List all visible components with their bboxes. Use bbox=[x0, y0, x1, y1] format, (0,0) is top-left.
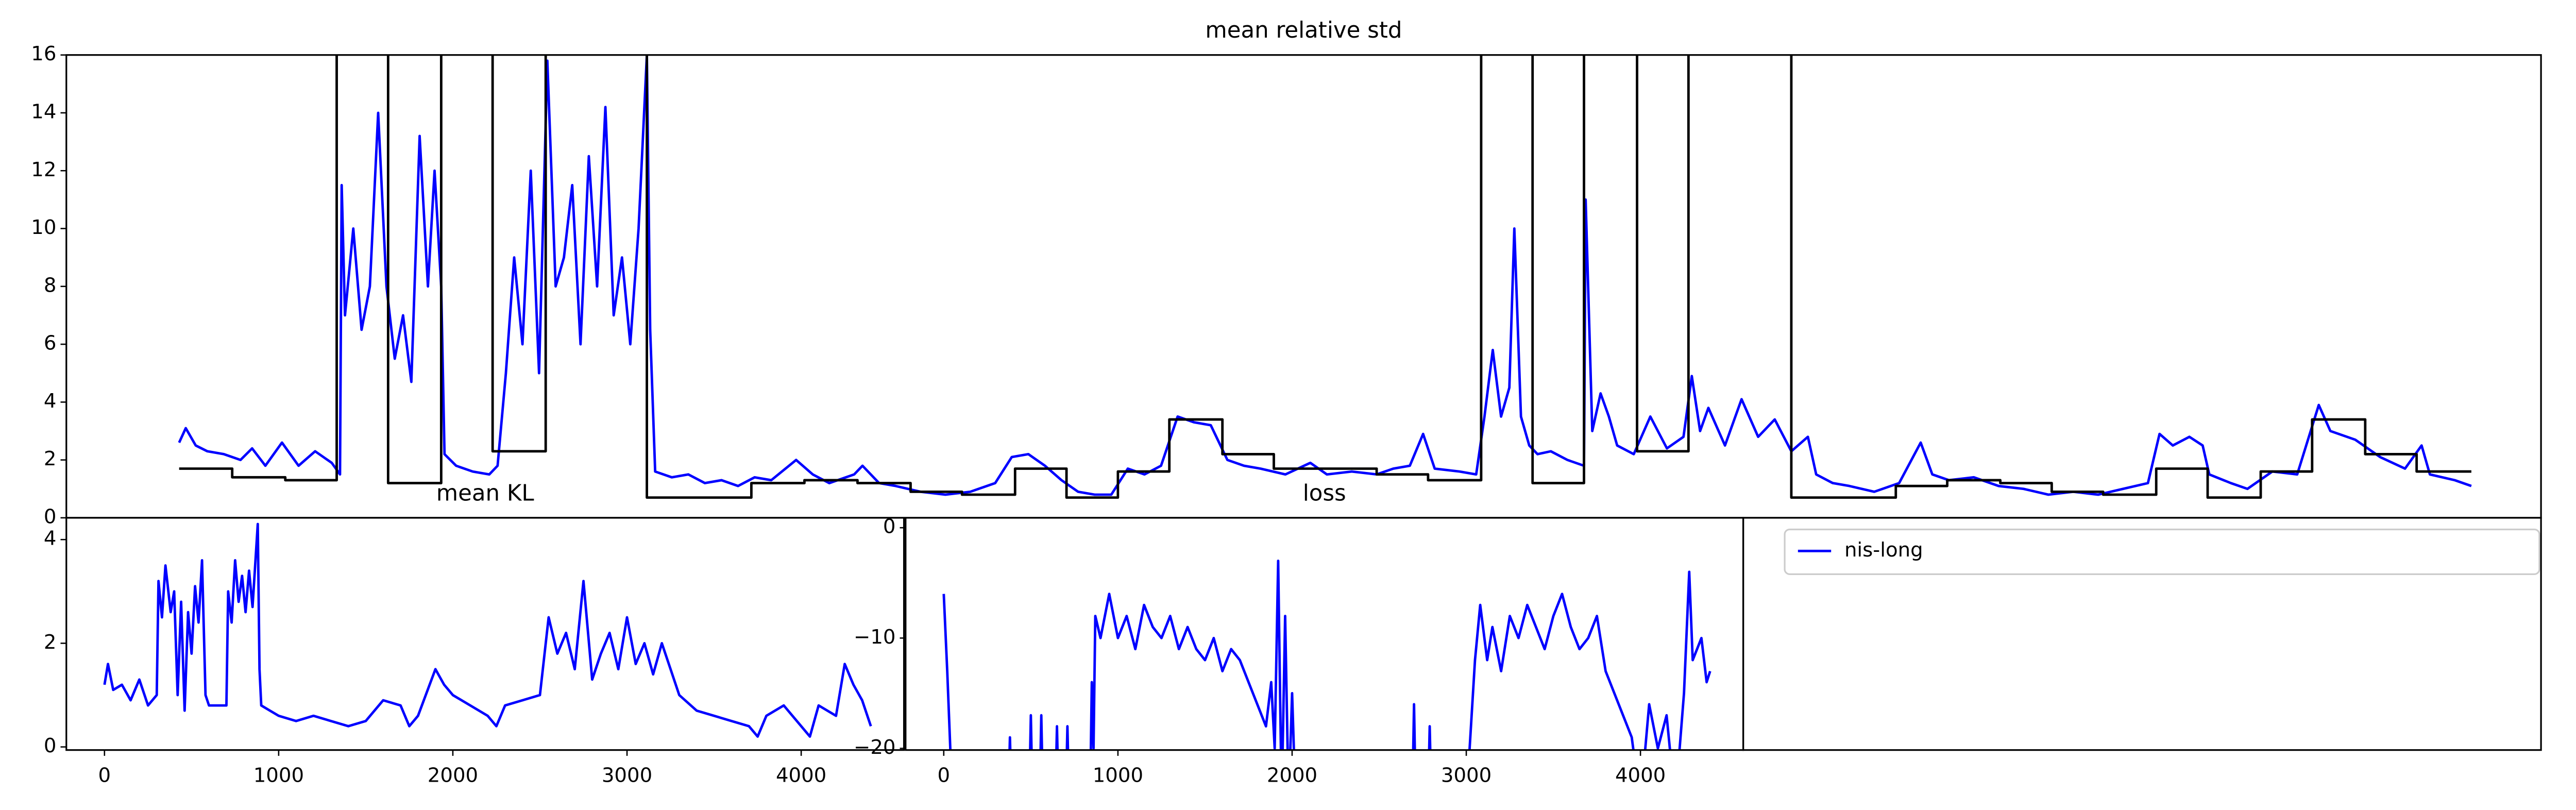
chart-title: mean KL bbox=[436, 480, 534, 506]
y-tick-label: 4 bbox=[44, 527, 57, 550]
axes-frame bbox=[905, 517, 1744, 751]
y-tick-label: −10 bbox=[854, 626, 896, 649]
legend-label: nis-long bbox=[1844, 538, 1923, 562]
axes-frame bbox=[65, 517, 905, 751]
data-line bbox=[942, 560, 1711, 750]
x-tick-label: 3000 bbox=[602, 764, 652, 787]
x-tick-label: 2000 bbox=[1267, 764, 1317, 787]
y-tick-label: 0 bbox=[883, 515, 896, 538]
chart-title: loss bbox=[1303, 480, 1346, 506]
y-tick-label: 14 bbox=[31, 100, 56, 123]
x-tick-label: 4000 bbox=[776, 764, 826, 787]
y-tick-label: 0 bbox=[44, 734, 57, 757]
data-line bbox=[103, 522, 872, 738]
x-tick-label: 0 bbox=[98, 764, 111, 787]
y-tick-label: 2 bbox=[44, 631, 57, 654]
x-tick-label: 1000 bbox=[1093, 764, 1143, 787]
x-tick-label: 1000 bbox=[253, 764, 304, 787]
y-tick-label: −20 bbox=[854, 736, 896, 759]
chart-title: mean relative std bbox=[1205, 18, 1402, 43]
data-line bbox=[179, 55, 2471, 499]
legend-box bbox=[1784, 528, 2540, 575]
y-tick-label: 2 bbox=[44, 447, 57, 470]
y-tick-label: 12 bbox=[31, 158, 56, 181]
x-tick-label: 0 bbox=[938, 764, 951, 787]
y-tick-label: 10 bbox=[31, 216, 56, 239]
y-tick-label: 0 bbox=[44, 505, 57, 528]
y-tick-label: 4 bbox=[44, 390, 57, 413]
y-tick-label: 16 bbox=[31, 42, 56, 65]
x-tick-label: 3000 bbox=[1441, 764, 1492, 787]
y-tick-label: 6 bbox=[44, 332, 57, 355]
x-tick-label: 4000 bbox=[1615, 764, 1666, 787]
y-tick-label: 8 bbox=[44, 274, 57, 297]
x-tick-label: 2000 bbox=[428, 764, 478, 787]
